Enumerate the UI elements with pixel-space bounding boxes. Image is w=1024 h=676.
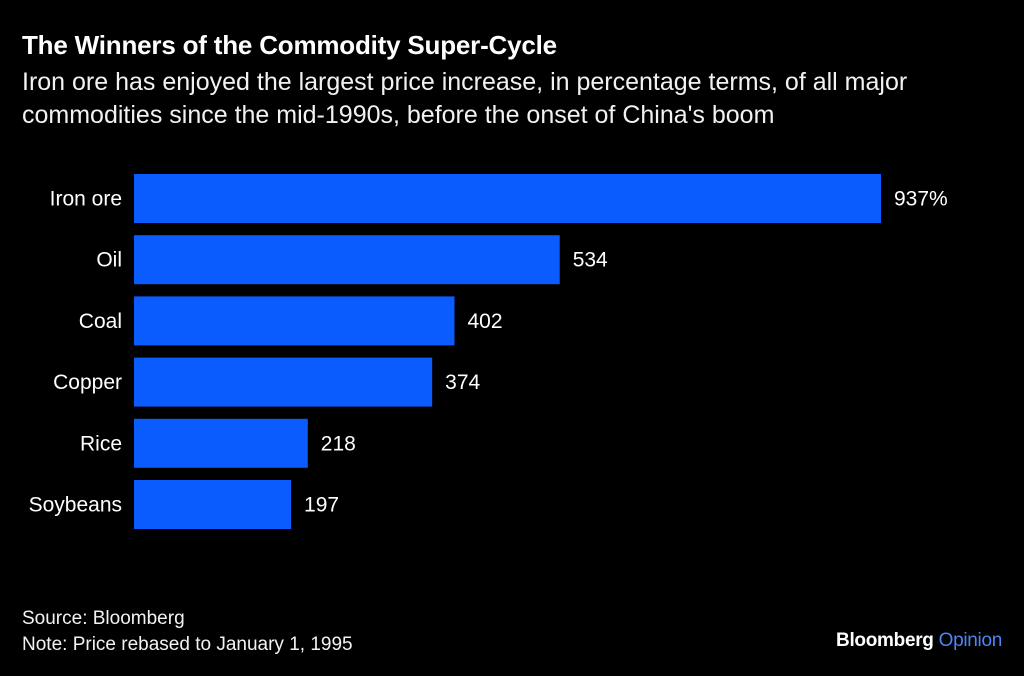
value-label: 197 [304,494,339,517]
chart-subtitle: Iron ore has enjoyed the largest price i… [22,68,908,129]
bar-rice [134,418,308,468]
category-label: Rice [80,432,122,455]
bar-soybeans [134,480,292,529]
value-label: 218 [321,432,356,455]
category-label: Coal [79,310,122,333]
bar-oil [134,235,560,285]
value-label: 374 [445,371,480,394]
category-label: Iron ore [50,188,122,211]
bar-copper [134,357,433,407]
value-label: 402 [467,310,502,333]
value-label: 937% [894,188,948,211]
chart-title: The Winners of the Commodity Super-Cycle [22,30,557,60]
footnote: Note: Price rebased to January 1, 1995 [22,634,353,655]
logo-section: Opinion [938,630,1003,651]
logo-brand: Bloomberg [836,630,934,651]
category-label: Soybeans [29,494,122,517]
bar-iron-ore [134,174,881,223]
source-note: Source: Bloomberg [22,608,185,629]
value-label: 534 [573,249,608,272]
category-label: Oil [96,249,122,272]
bloomberg-opinion-logo: Bloomberg Opinion [836,630,1002,652]
category-label: Copper [53,371,122,394]
bar-coal [134,296,455,346]
bar-chart: Iron ore 937% Oil 534 Coal 402 Copper 374 Rice 21… [29,174,948,529]
